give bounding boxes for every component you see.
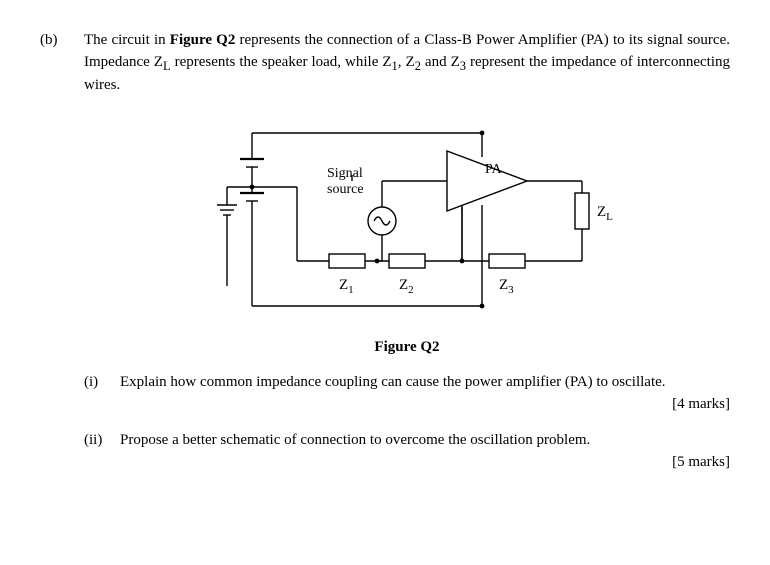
subpart-text: Propose a better schematic of connection… — [120, 430, 730, 452]
figure-caption: Figure Q2 — [84, 337, 730, 359]
subpart-text: Explain how common impedance coupling ca… — [120, 372, 730, 394]
svg-text:Z2: Z2 — [399, 277, 414, 296]
subpart-row: (i)Explain how common impedance coupling… — [40, 372, 730, 416]
svg-text:Signal: Signal — [327, 166, 363, 181]
subpart-label: (ii) — [84, 430, 120, 474]
subpart-row: (ii)Propose a better schematic of connec… — [40, 430, 730, 474]
svg-text:ZL: ZL — [597, 204, 613, 223]
subpart-marks: [4 marks] — [120, 394, 730, 416]
subpart-marks: [5 marks] — [120, 452, 730, 474]
part-b-label: (b) — [40, 30, 84, 97]
part-b-intro: The circuit in Figure Q2 represents the … — [84, 30, 730, 97]
part-b-row: (b) The circuit in Figure Q2 represents … — [40, 30, 730, 97]
svg-text:Z1: Z1 — [339, 277, 354, 296]
svg-text:Z3: Z3 — [499, 277, 514, 296]
svg-text:source: source — [327, 182, 364, 197]
figure-row: Signalsource PA Z1 Z2 Z3 ZL Figure Q2 — [40, 97, 730, 359]
svg-text:PA: PA — [485, 162, 503, 177]
circuit-diagram: Signalsource PA Z1 Z2 Z3 ZL — [197, 111, 617, 331]
subpart-label: (i) — [84, 372, 120, 416]
